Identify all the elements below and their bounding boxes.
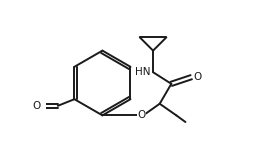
Text: O: O: [33, 101, 41, 111]
Text: O: O: [193, 72, 201, 82]
Text: HN: HN: [135, 67, 151, 77]
Text: O: O: [137, 110, 146, 120]
